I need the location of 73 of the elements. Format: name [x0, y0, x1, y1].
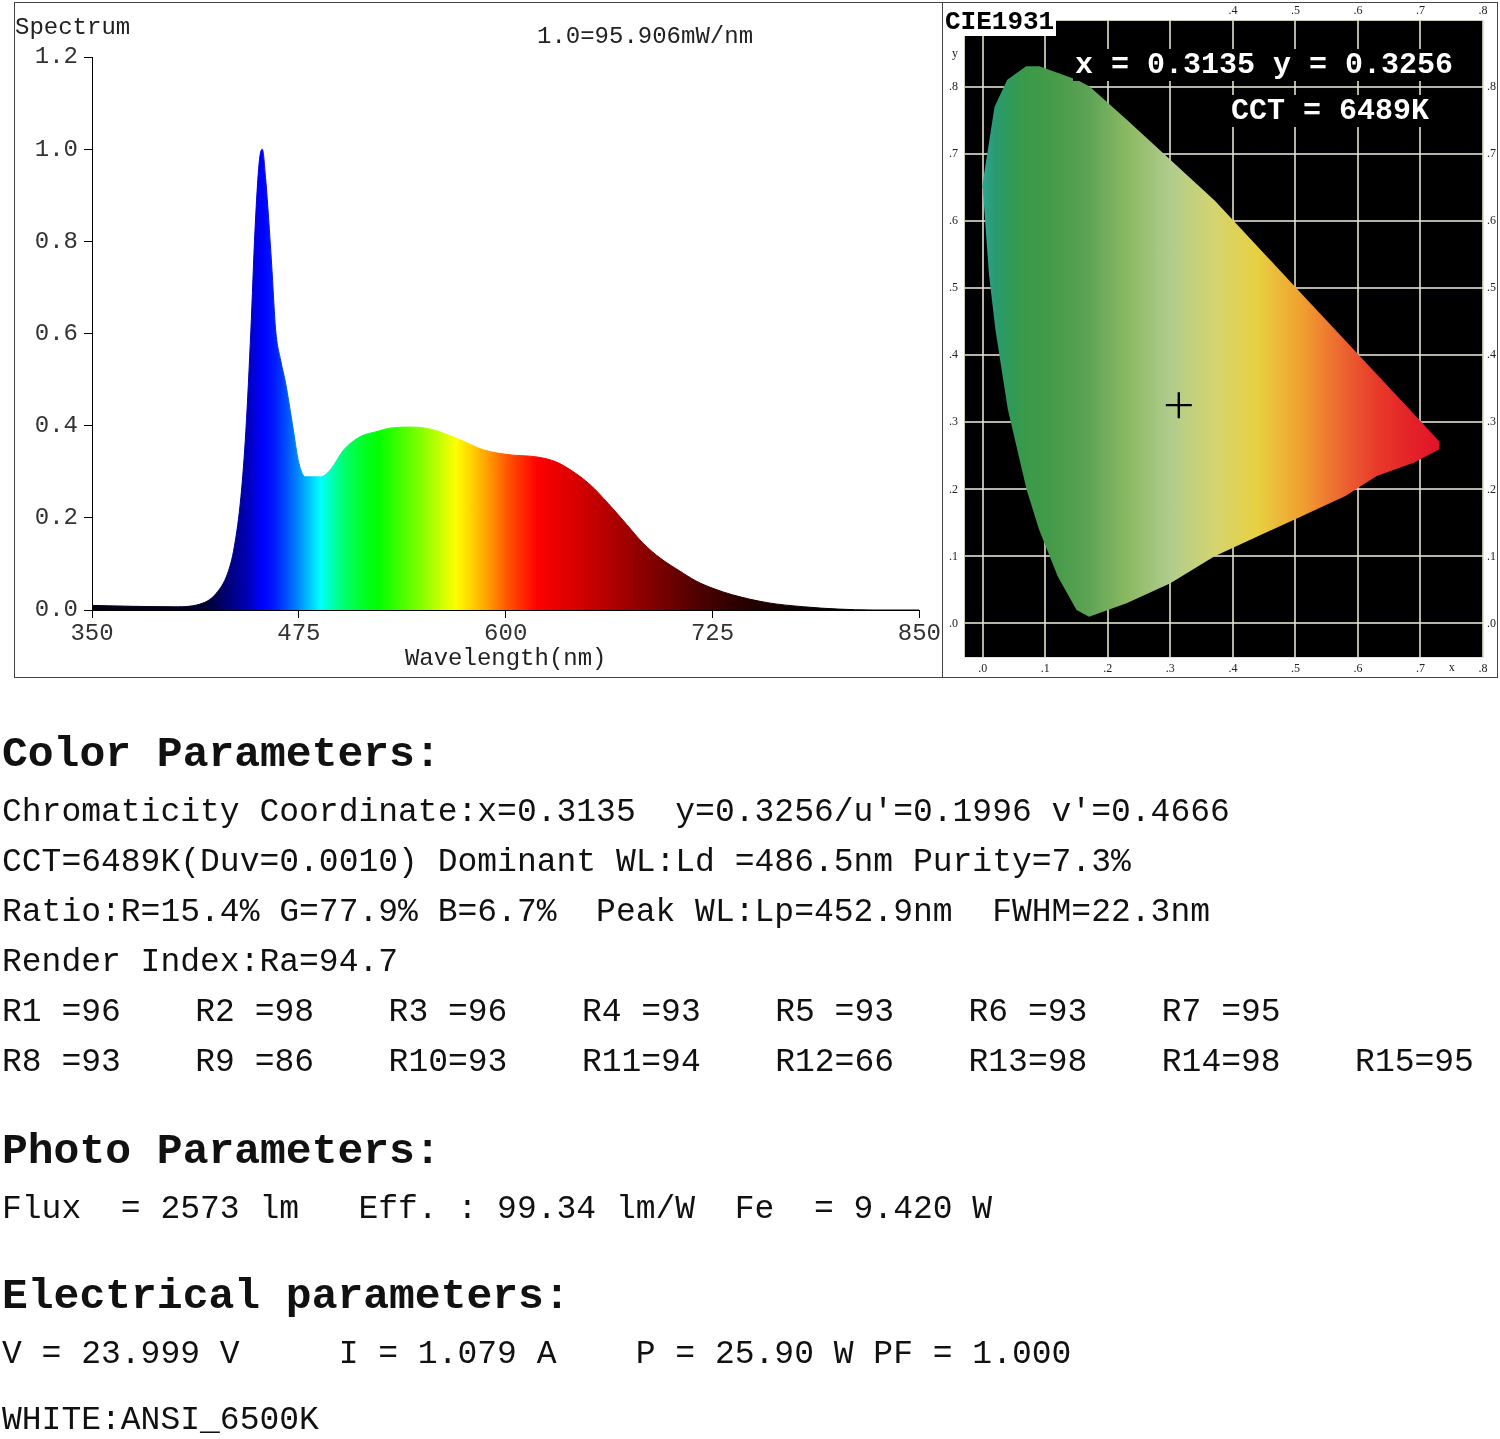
y2-tick-label: .6	[1487, 213, 1496, 228]
chart-title: CIE1931	[943, 7, 1057, 37]
text: R14=98	[1161, 1043, 1281, 1083]
x-tick-label: .0	[978, 661, 988, 676]
chart-title: Spectrum	[15, 14, 131, 41]
text: WHITE:ANSI_6500K	[2, 1401, 319, 1439]
text: R4 =93	[581, 993, 701, 1033]
x-tick-label: .7	[1415, 661, 1425, 676]
y-tick-label: .4	[949, 347, 958, 362]
y2-tick-label: .5	[1487, 280, 1496, 295]
text: CCT=6489K(Duv=0.0010) Dominant WL:Ld =486.5nm Purity=7.3%	[2, 843, 1131, 883]
text: R5 =93	[775, 993, 895, 1033]
x2-tick-label: .5	[1290, 2, 1300, 17]
y-tick-label: 0.6	[34, 319, 78, 347]
x2-tick-label: .8	[1478, 2, 1488, 17]
text: R6 =93	[968, 993, 1088, 1033]
x-tick-label: .6	[1353, 661, 1363, 676]
text: R3 =96	[388, 993, 508, 1033]
annotation: CCT = 6489K	[1229, 94, 1432, 128]
text: Electrical parameters:	[2, 1272, 570, 1323]
y-tick-label: 1.2	[34, 43, 78, 71]
text: R1 =96	[2, 993, 121, 1033]
text: V = 23.999 V I = 1.079 A P = 25.90 W PF = 1.000	[2, 1335, 1072, 1375]
x2-tick-label: .4	[1228, 2, 1238, 17]
y2-tick-label: .2	[1487, 481, 1496, 496]
text: R8 =93	[2, 1043, 121, 1083]
y-tick-label: 0.4	[34, 412, 78, 440]
text: Ratio:R=15.4% G=77.9% B=6.7% Peak WL:Lp=452.9nm FWHM=22.3nm	[2, 893, 1210, 933]
text: R11=94	[581, 1043, 701, 1083]
x-tick-label: .3	[1165, 661, 1175, 676]
text: Color Parameters:	[2, 730, 441, 781]
x2-tick-label: .7	[1415, 2, 1425, 17]
text: R10=93	[388, 1043, 508, 1083]
x-tick-label: 725	[690, 619, 735, 647]
text: Render Index:Ra=94.7	[2, 943, 399, 983]
y-tick-label: .1	[949, 548, 958, 563]
text: Flux = 2573 lm Eff. : 99.34 lm/W Fe = 9.420 W	[2, 1190, 993, 1230]
text: R7 =95	[1161, 993, 1281, 1033]
y-tick-label: .8	[949, 79, 958, 94]
x-tick-label: .1	[1040, 661, 1050, 676]
y2-tick-label: .3	[1487, 414, 1496, 429]
text: Chromaticity Coordinate:x=0.3135 y=0.3256/u'=0.1996 v'=0.4666	[2, 793, 1230, 833]
annotation: x = 0.3135 y = 0.3256	[1073, 48, 1456, 82]
text: Photo Parameters:	[2, 1127, 441, 1178]
y2-tick-label: .4	[1487, 347, 1496, 362]
text: R12=66	[775, 1043, 895, 1083]
y-tick-label: 1.0	[34, 135, 78, 163]
x2-tick-label: .6	[1353, 2, 1363, 17]
y2-tick-label: .1	[1487, 548, 1496, 563]
text: R15=95	[1355, 1043, 1474, 1083]
text: R2 =98	[195, 993, 315, 1033]
text: R13=98	[968, 1043, 1088, 1083]
x-tick-label: 475	[277, 619, 321, 647]
y-tick-label: .2	[949, 481, 958, 496]
y2-tick-label: .8	[1487, 79, 1496, 94]
y2-tick-label: .7	[1487, 146, 1496, 161]
text: R9 =86	[195, 1043, 315, 1083]
x-tick-label: .8	[1478, 661, 1488, 676]
x-tick-label: 850	[897, 619, 942, 647]
x-axis-title: Wavelength(nm)	[404, 644, 607, 672]
y-tick-label: .5	[949, 280, 958, 295]
text: 1.0=95.906mW/nm	[537, 23, 754, 50]
y-tick-label: .3	[949, 414, 958, 429]
x-tick-label: .5	[1290, 661, 1300, 676]
y-tick-label: .7	[949, 146, 958, 161]
y-tick-label: 0.8	[34, 227, 78, 255]
x-tick-label: .4	[1228, 661, 1238, 676]
y-tick-label: .6	[949, 213, 958, 228]
x-tick-label: .2	[1103, 661, 1113, 676]
y-axis-title: y	[952, 45, 958, 60]
x-tick-label: 600	[484, 619, 528, 647]
x-axis-title: x	[1448, 660, 1455, 675]
y-tick-label: 0.2	[34, 504, 78, 532]
